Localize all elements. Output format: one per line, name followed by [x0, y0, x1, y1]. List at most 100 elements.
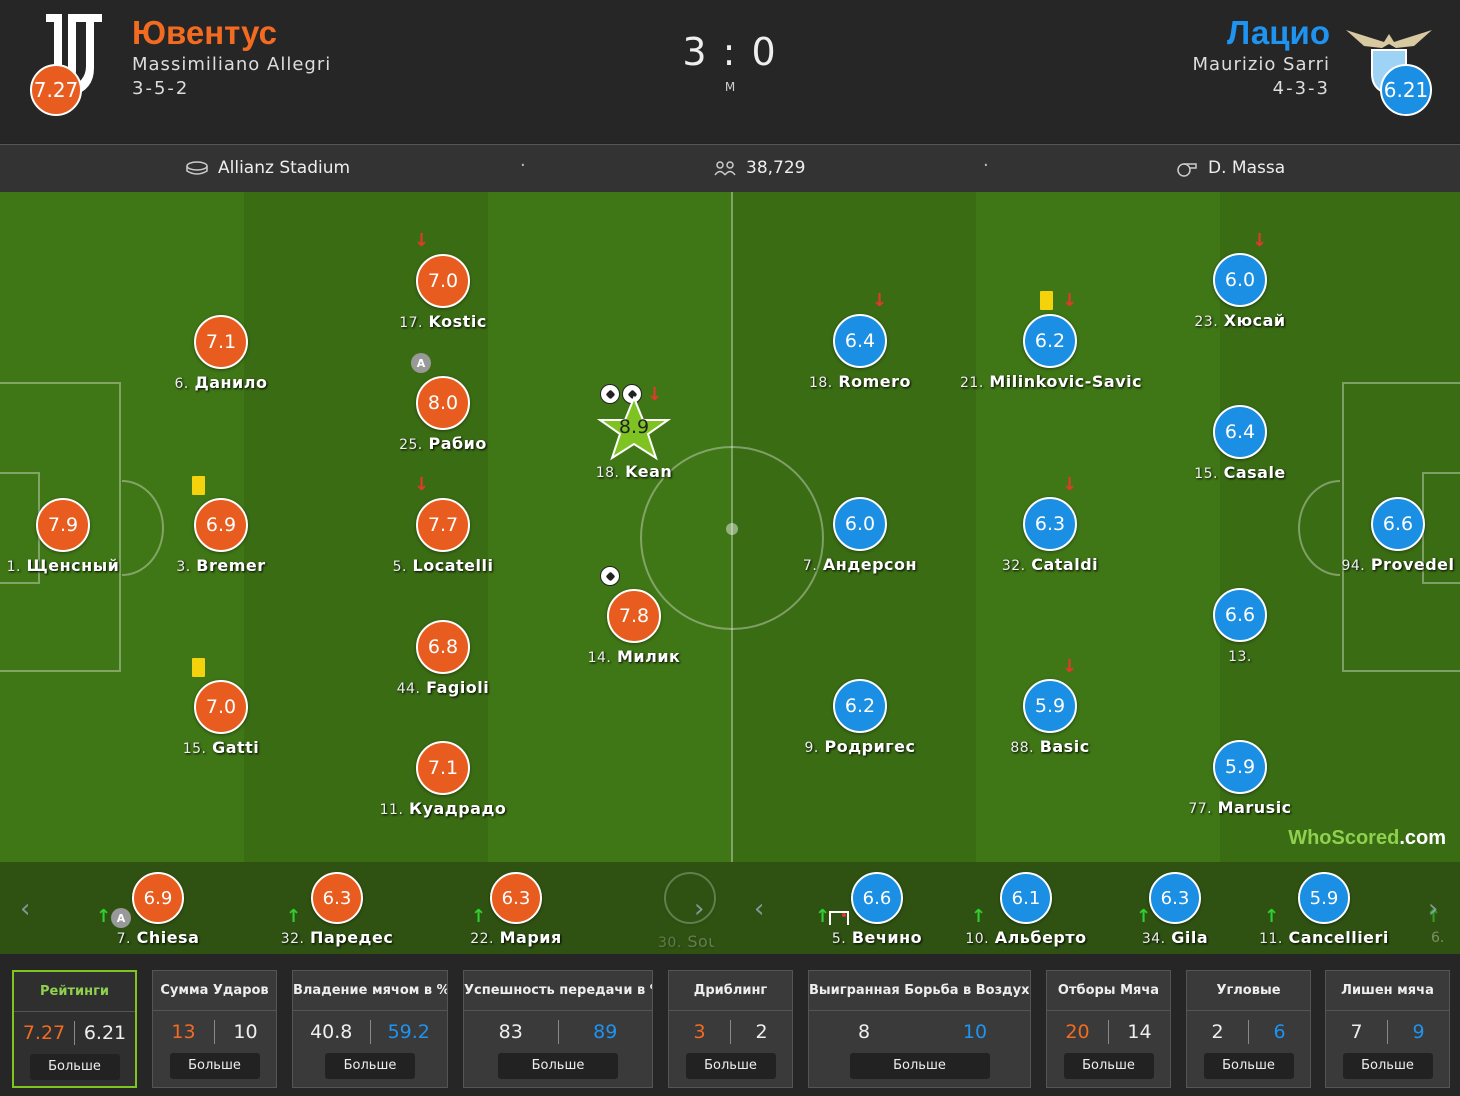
subbed-off-icon: ↓ [414, 230, 430, 251]
separator-dot: · [520, 155, 526, 176]
yellow-card-icon [192, 476, 205, 495]
player-cataldi[interactable]: 6.3 32. Cataldi [960, 497, 1140, 577]
player-romero[interactable]: 6.4 18. Romero [770, 314, 950, 394]
stat-home-value: 7.27 [22, 1022, 66, 1044]
subbed-on-icon: ↑ [471, 906, 487, 927]
player-rating: 7.0 [194, 680, 248, 734]
player-kostic[interactable]: 7.0 17. Kostic [353, 254, 533, 334]
stat-ratings[interactable]: Рейтинги 7.27 6.21 Больше [12, 970, 137, 1088]
sub-di-maria[interactable]: 6.3 22. Мария [426, 872, 606, 947]
away-team-name[interactable]: Лацио [1226, 14, 1330, 51]
player-hysaj[interactable]: 6.0 23. Хюсай [1150, 253, 1330, 333]
stat-shots[interactable]: Сумма Ударов 13 10 Больше [152, 970, 277, 1088]
player-provedel[interactable]: 6.6 94. Provedel [1308, 497, 1460, 577]
player-anderson[interactable]: 6.0 7. Андерсон [770, 497, 950, 577]
sub-paredes[interactable]: 6.3 32. Паредес [247, 872, 427, 947]
player-label: 44. Fagioli [396, 678, 490, 697]
player-gatti[interactable]: 7.0 15. Gatti [131, 680, 311, 760]
player-danilo[interactable]: 7.1 6. Данило [131, 315, 311, 395]
subbed-on-icon: ↑ [96, 906, 112, 927]
subs-prev-arrow-icon[interactable]: ‹ [754, 894, 765, 924]
player-rodriguez[interactable]: 6.2 9. Родригес [770, 679, 950, 759]
sub-vecino[interactable]: 6.6 5. Вечино [787, 872, 967, 947]
sub-luis-alberto[interactable]: 6.1 10. Альберто [936, 872, 1116, 947]
sub-unused[interactable]: 30. Soule [600, 872, 780, 951]
player-rating: 6.4 [833, 314, 887, 368]
subbed-off-icon: ↓ [1062, 290, 1078, 311]
subs-next-arrow-icon[interactable]: › [694, 894, 705, 924]
stat-pass-success[interactable]: Успешность передачи в % 83 89 Больше [463, 970, 653, 1088]
stat-away-value: 14 [1127, 1021, 1152, 1043]
player-szczesny[interactable]: 7.9 1. Щенсный [0, 498, 153, 578]
star-icon [596, 396, 672, 461]
stat-title: Выигранная Борьба в Воздухе [809, 971, 1030, 1011]
stat-title: Дриблинг [669, 971, 792, 1011]
player-13[interactable]: 6.6 13. [1150, 588, 1330, 668]
match-info-bar: Allianz Stadium · 38,729 · D. Massa [0, 144, 1460, 192]
player-label: 18. Romero [808, 372, 912, 391]
player-kean-man-of-the-match[interactable]: 8.9 18. Kean [544, 396, 724, 496]
stat-dribbles[interactable]: Дриблинг 3 2 Больше [668, 970, 793, 1088]
player-fagioli[interactable]: 6.8 44. Fagioli [353, 620, 533, 700]
player-label: 11. Cancellieri [1259, 928, 1389, 947]
more-button[interactable]: Больше [1063, 1053, 1154, 1079]
player-label: 10. Альберто [965, 928, 1087, 947]
more-button[interactable]: Больше [685, 1053, 776, 1079]
more-button[interactable]: Больше [325, 1053, 415, 1079]
stat-title: Успешность передачи в % [464, 971, 652, 1011]
player-label: 34. Gila [1141, 928, 1209, 947]
sub-cancellieri[interactable]: 5.9 11. Cancellieri [1234, 872, 1414, 947]
stat-dispossessed[interactable]: Лишен мяча 7 9 Больше [1325, 970, 1450, 1088]
stat-title: Сумма Ударов [153, 971, 276, 1011]
more-button[interactable]: Больше [169, 1053, 260, 1079]
player-label: 11. Куадрадо [379, 799, 507, 818]
away-formation: 4-3-3 [1272, 78, 1330, 99]
player-marusic[interactable]: 5.9 77. Marusic [1150, 740, 1330, 820]
player-casale[interactable]: 6.4 15. Casale [1150, 405, 1330, 485]
stat-title: Угловые [1187, 971, 1310, 1011]
player-rating: 7.9 [36, 498, 90, 552]
player-label: 1. Щенсный [6, 556, 120, 575]
player-locatelli[interactable]: 7.7 5. Locatelli [353, 498, 533, 578]
stat-home-value: 20 [1065, 1021, 1090, 1043]
referee-info: D. Massa [1176, 158, 1285, 178]
stat-possession[interactable]: Владение мячом в % 40.8 59.2 Больше [292, 970, 448, 1088]
player-basic[interactable]: 5.9 88. Basic [960, 679, 1140, 759]
more-button[interactable]: Больше [849, 1053, 990, 1079]
more-button[interactable]: Больше [498, 1053, 618, 1079]
subs-next-arrow-icon[interactable]: › [1428, 894, 1439, 924]
subs-prev-arrow-icon[interactable]: ‹ [20, 894, 31, 924]
sub-gila[interactable]: 6.3 34. Gila [1085, 872, 1265, 947]
sub-chiesa[interactable]: 6.9 7. Chiesa [68, 872, 248, 947]
more-button[interactable]: Больше [1342, 1053, 1433, 1079]
stat-home-value: 2 [1211, 1021, 1224, 1043]
player-rating: 6.3 [1023, 497, 1077, 551]
stat-home-value: 83 [498, 1021, 523, 1043]
player-label: 6. Данило [174, 373, 268, 392]
stats-bar: Рейтинги 7.27 6.21 Больше Сумма Ударов 13… [0, 954, 1460, 1096]
player-label: 17. Kostic [399, 312, 487, 331]
stat-tackles[interactable]: Отборы Мяча 20 14 Больше [1046, 970, 1171, 1088]
home-team-name[interactable]: Ювентус [132, 14, 278, 51]
player-rating: 7.1 [194, 315, 248, 369]
away-team-rating: 6.21 [1380, 64, 1432, 116]
player-rating: 6.9 [194, 498, 248, 552]
stat-home-value: 3 [693, 1021, 706, 1043]
stat-aerials[interactable]: Выигранная Борьба в Воздухе 8 10 Больше [808, 970, 1031, 1088]
player-milik[interactable]: 7.8 14. Милик [544, 589, 724, 669]
player-bremer[interactable]: 6.9 3. Bremer [131, 498, 311, 578]
match-status: M [724, 80, 736, 94]
player-cuadrado[interactable]: 7.1 11. Куадрадо [353, 741, 533, 821]
centre-spot [726, 523, 738, 535]
player-label: 15. Casale [1194, 463, 1286, 482]
stat-away-value: 6 [1273, 1021, 1286, 1043]
player-rating: 8.9 [618, 416, 650, 438]
stadium-icon [186, 161, 208, 175]
player-milinkovic-savic[interactable]: 6.2 21. Milinkovic-Savic [960, 314, 1142, 394]
subbed-off-icon: ↓ [414, 474, 430, 495]
more-button[interactable]: Больше [29, 1054, 120, 1080]
stat-home-value: 7 [1350, 1021, 1363, 1043]
player-rabiot[interactable]: 8.0 25. Рабио [353, 376, 533, 456]
more-button[interactable]: Больше [1203, 1053, 1294, 1079]
stat-corners[interactable]: Угловые 2 6 Больше [1186, 970, 1311, 1088]
